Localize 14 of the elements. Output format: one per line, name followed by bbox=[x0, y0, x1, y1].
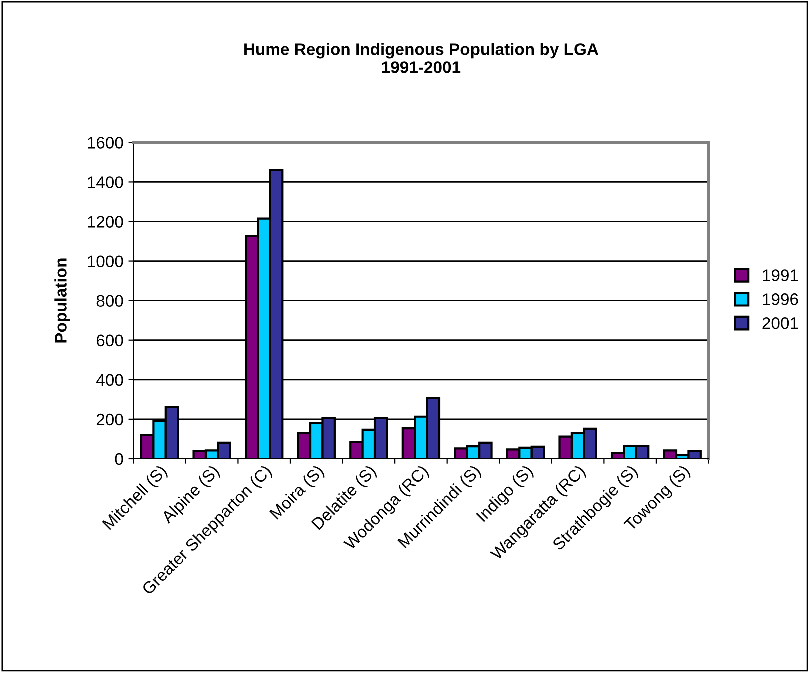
legend-label: 2001 bbox=[762, 318, 798, 330]
y-tick-label: 1200 bbox=[88, 216, 124, 228]
y-axis-title: Population bbox=[54, 258, 70, 343]
y-tick-label: 600 bbox=[96, 334, 124, 347]
y-tick-label: 0 bbox=[115, 453, 124, 466]
legend-label: 1996 bbox=[763, 294, 798, 306]
y-tick-label: 1600 bbox=[88, 137, 124, 149]
y-tick-label: 1400 bbox=[88, 176, 124, 188]
y-tick-label: 400 bbox=[96, 374, 124, 386]
chart-title: Hume Region Indigenous Population by LGA 1991-2001 bbox=[244, 43, 599, 74]
legend-label: 1991 bbox=[763, 270, 798, 282]
y-tick-label: 800 bbox=[96, 295, 124, 308]
y-tick-label: 200 bbox=[96, 414, 124, 426]
y-tick-label: 1000 bbox=[88, 256, 124, 268]
